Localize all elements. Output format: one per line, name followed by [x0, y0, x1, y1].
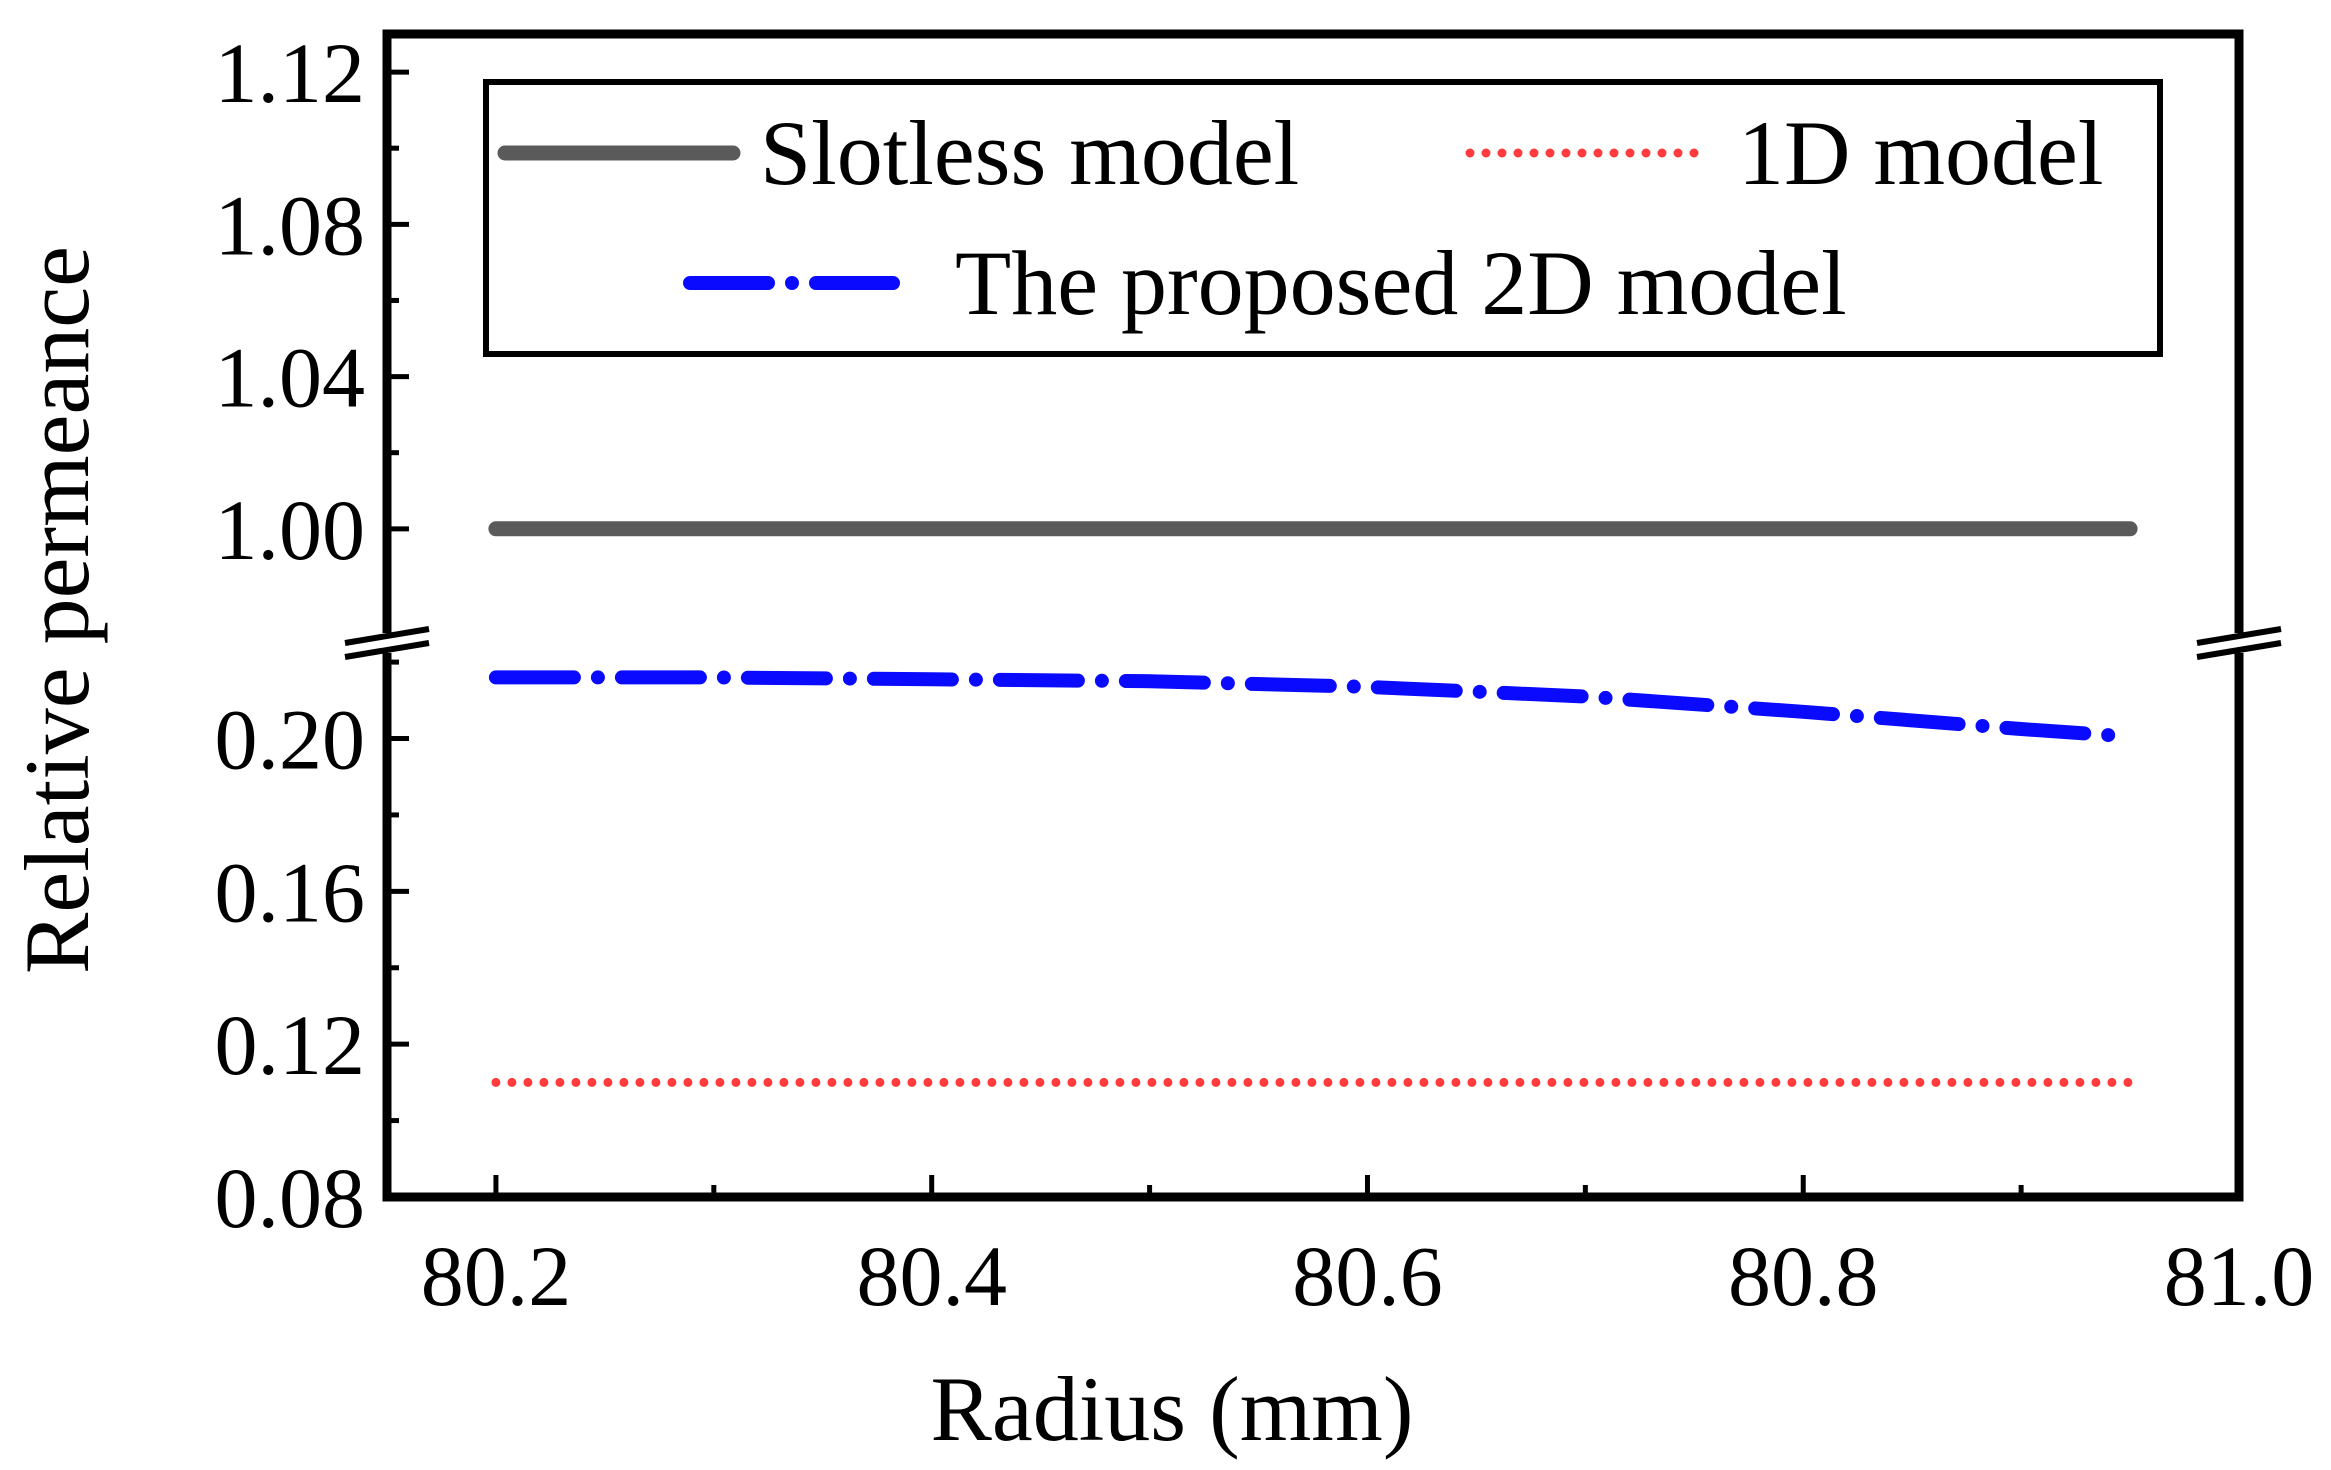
series-1d-model — [491, 1077, 2135, 1087]
legend-label-1d: 1D model — [1738, 102, 2103, 204]
x-tick-label: 80.4 — [856, 1228, 1007, 1324]
legend: Slotless model 1D model The proposed 2D … — [483, 79, 2163, 357]
y-tick-label: 0.08 — [215, 1150, 366, 1246]
legend-box — [483, 79, 2163, 357]
x-tick-label: 80.8 — [1728, 1228, 1879, 1324]
y-tick-label: 1.00 — [215, 482, 366, 578]
series-the-proposed-2d-model — [488, 670, 2138, 744]
legend-label-slotless: Slotless model — [760, 102, 1299, 204]
axis-break-mark-right — [2196, 640, 2282, 660]
series-slotless-model — [488, 521, 2138, 537]
y-tick-label: 1.12 — [215, 25, 366, 121]
axis-break-mark-left — [344, 626, 430, 646]
y-tick-label: 1.08 — [215, 177, 366, 273]
series-line-the-proposed-2d-model — [488, 670, 2138, 744]
y-tick-label: 0.16 — [215, 844, 366, 940]
axes-layer: 80.2 80.4 80.6 80.8 81.0 1.00 1.04 1.08 1.12 0.08… — [215, 25, 2315, 1324]
y-tick-label: 1.04 — [215, 330, 366, 426]
x-axis-title: Radius (mm) — [931, 1358, 1414, 1460]
plot-content — [488, 521, 2138, 1087]
legend-label-2d: The proposed 2D model — [955, 232, 1847, 334]
axis-break-mark-left — [344, 640, 430, 660]
x-tick-label: 80.6 — [1292, 1228, 1443, 1324]
x-tick-label: 80.2 — [421, 1228, 572, 1324]
y-tick-label: 0.12 — [215, 997, 366, 1093]
y-tick-label: 0.20 — [215, 692, 366, 788]
y-axis-title: Relative permeance — [6, 246, 108, 974]
axis-break-mark-right — [2196, 626, 2282, 646]
x-tick-label: 81.0 — [2164, 1228, 2315, 1324]
